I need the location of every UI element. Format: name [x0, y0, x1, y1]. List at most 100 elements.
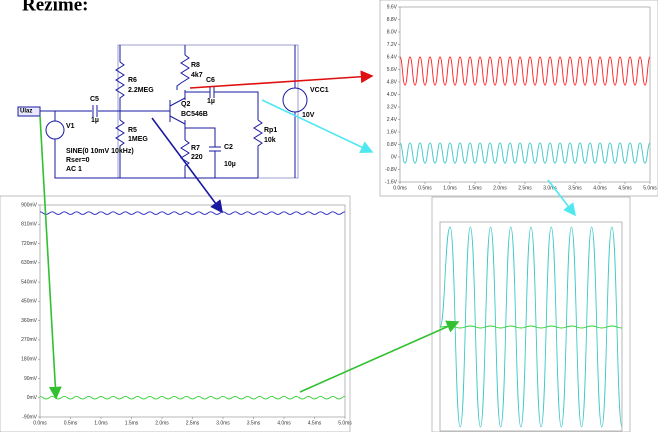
label: C2 — [224, 144, 233, 151]
x-tick-label: 0.5ms — [418, 185, 432, 191]
y-tick-label: 180mV — [21, 357, 38, 363]
x-tick-label: 2.5ms — [518, 185, 532, 191]
x-tick-label: 1.0ms — [94, 420, 108, 426]
wires — [54, 45, 296, 179]
schematic: Ulaz C5 1µ V1 SINE(0 10mV 10kHz) Rser=0 … — [17, 44, 329, 179]
label: 10µ — [224, 161, 236, 168]
source — [282, 87, 308, 113]
y-tick-label: 0mV — [27, 395, 38, 401]
plot-background — [379, 0, 658, 197]
y-tick-label: -90mV — [22, 414, 37, 420]
y-tick-label: 0.8V — [387, 142, 398, 148]
label: 1µ — [91, 117, 99, 124]
y-tick-label: -0.8V — [385, 167, 398, 173]
x-tick-label: 5.0ms — [643, 185, 657, 191]
y-tick-label: 540mV — [21, 279, 38, 285]
label: R8 — [191, 62, 200, 69]
plot-background — [431, 196, 631, 432]
wires — [40, 105, 120, 117]
x-tick-label: 2.0ms — [493, 185, 507, 191]
x-tick-label: 4.0ms — [277, 420, 291, 426]
x-tick-label: 1.0ms — [443, 185, 457, 191]
label: R6 — [128, 77, 137, 84]
label: 2.2MEG — [128, 87, 154, 94]
y-tick-label: 0V — [391, 154, 398, 160]
plot-area — [439, 221, 623, 432]
y-tick-label: 7.2V — [387, 42, 398, 48]
y-tick-label: 630mV — [21, 260, 38, 266]
label: 4k7 — [191, 72, 203, 79]
arrow — [151, 117, 223, 214]
y-tick-label: 6.4V — [387, 54, 398, 60]
x-tick-label: 2.0ms — [155, 420, 169, 426]
heading: Režime: — [22, 0, 88, 15]
y-tick-label: 4.0V — [387, 92, 398, 98]
label: SINE(0 10mV 10kHz) — [66, 148, 134, 155]
y-tick-label: 270mV — [21, 337, 38, 343]
label: AC 1 — [66, 166, 82, 173]
waveform — [439, 226, 623, 428]
label: R5 — [128, 127, 137, 134]
waveform — [439, 325, 623, 329]
x-tick-label: 3.5ms — [247, 420, 261, 426]
label: R7 — [191, 145, 200, 152]
label: Rser=0 — [66, 157, 90, 164]
y-tick-label: 8.0V — [387, 29, 398, 35]
x-tick-label: 3.0ms — [216, 420, 230, 426]
x-tick-label: 3.0ms — [543, 185, 557, 191]
arrow — [39, 115, 62, 400]
label: 1MEG — [128, 136, 148, 143]
y-tick-label: -1.6V — [385, 179, 398, 185]
x-tick-label: 1.5ms — [468, 185, 482, 191]
arrows — [39, 70, 576, 400]
x-tick-label: 0.5ms — [64, 420, 78, 426]
waveform — [39, 211, 346, 215]
y-tick-label: 3.2V — [387, 104, 398, 110]
y-tick-label: 1.6V — [387, 129, 398, 135]
x-tick-label: 2.5ms — [186, 420, 200, 426]
arrow — [547, 179, 576, 217]
y-tick-label: 4.8V — [387, 79, 398, 85]
label: C6 — [206, 77, 215, 84]
label: 220 — [191, 154, 203, 161]
y-tick-label: 900mV — [21, 202, 38, 208]
y-tick-label: 8.8V — [387, 17, 398, 23]
x-tick-label: 4.5ms — [618, 185, 632, 191]
y-tick-label: 360mV — [21, 318, 38, 324]
label: 1µ — [207, 98, 215, 105]
y-tick-label: 5.6V — [387, 67, 398, 73]
waveform — [39, 395, 346, 400]
resistors — [115, 54, 263, 170]
label: V1 — [66, 123, 75, 130]
label: VCC1 — [310, 87, 329, 94]
y-tick-label: 810mV — [21, 222, 38, 228]
source — [45, 120, 65, 140]
waveform — [399, 56, 651, 86]
y-tick-label: 9.6V — [387, 4, 398, 10]
label: BC546B — [181, 111, 208, 118]
y-tick-label: 450mV — [21, 299, 38, 305]
arrow — [261, 99, 374, 153]
x-tick-label: 3.5ms — [568, 185, 582, 191]
y-tick-label: 90mV — [24, 376, 38, 382]
x-tick-label: 4.0ms — [593, 185, 607, 191]
label: Q2 — [181, 101, 190, 108]
x-tick-label: 0.0ms — [33, 420, 47, 426]
x-tick-label: 0.0ms — [393, 185, 407, 191]
x-tick-label: 1.5ms — [125, 420, 139, 426]
x-tick-label: 4.5ms — [308, 420, 322, 426]
label: 10V — [302, 112, 315, 119]
label: 10k — [264, 137, 276, 144]
label: C5 — [90, 96, 99, 103]
label: Rp1 — [264, 127, 277, 134]
arrow — [189, 70, 374, 89]
y-tick-label: 720mV — [21, 241, 38, 247]
x-tick-label: 5.0ms — [338, 420, 352, 426]
arrow — [299, 320, 460, 393]
y-tick-label: 2.4V — [387, 117, 398, 123]
label: Ulaz — [20, 109, 32, 115]
waveform — [399, 142, 651, 164]
